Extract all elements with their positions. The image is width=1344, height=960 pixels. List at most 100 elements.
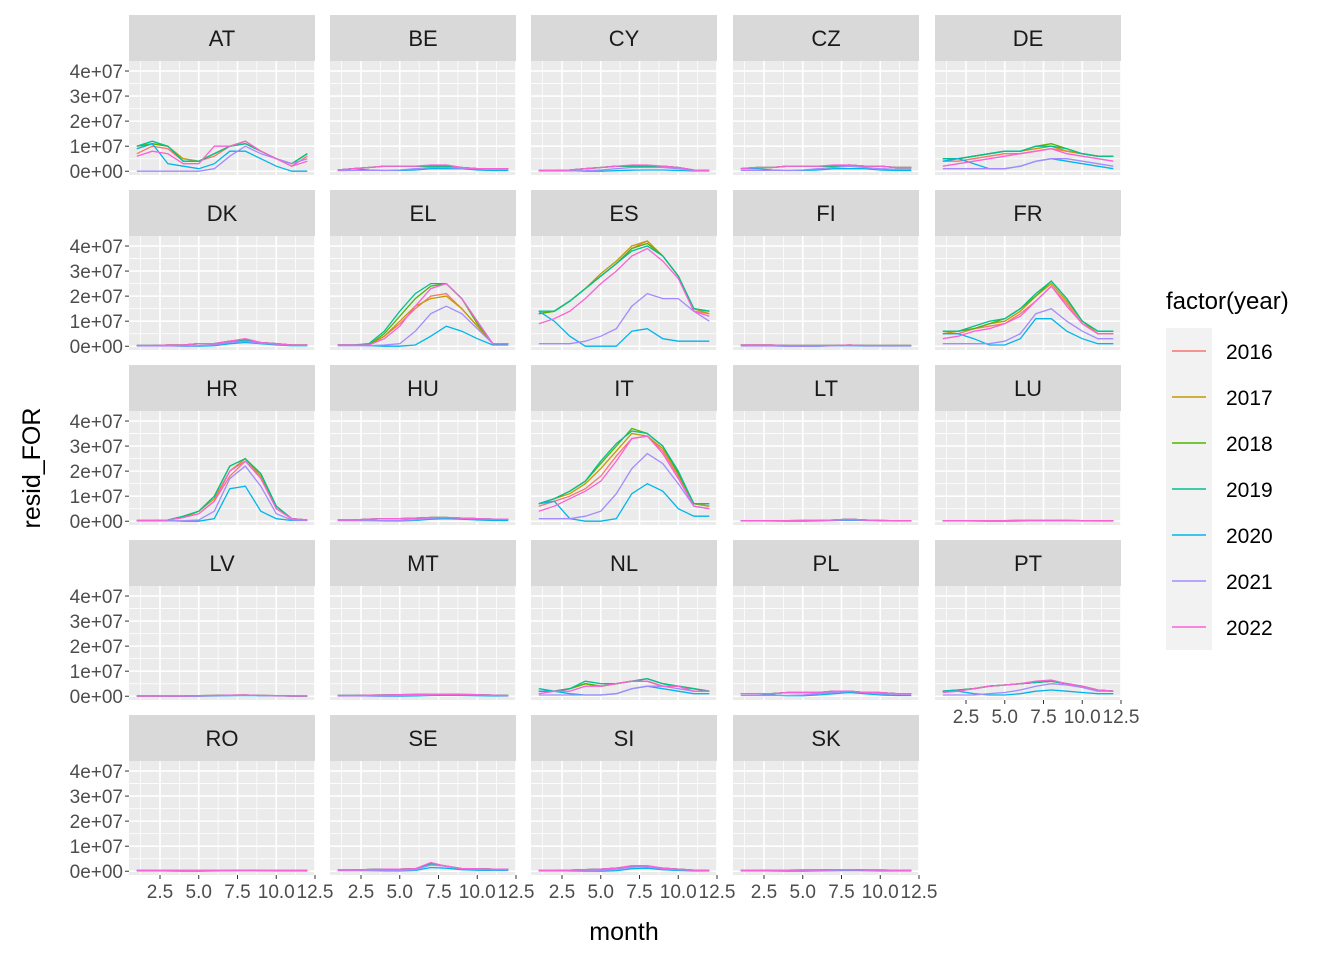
series-line-2022 [538,680,710,695]
facet-label: AT [209,26,235,51]
gridlines [531,586,718,700]
facet-strip [129,715,315,761]
legend-label: 2016 [1226,341,1273,364]
gridlines [733,411,920,525]
facet-label: LV [209,551,235,576]
facet-label: HR [206,376,238,401]
facet-panel-de: DE [935,15,1122,175]
series-line-2022 [942,148,1114,167]
x-tick-label: 7.5 [828,882,854,903]
series-line-2021 [136,465,308,522]
gridlines [330,586,517,700]
series-line-2020 [538,482,710,522]
panel-background [935,236,1121,350]
x-tick-label: 12.5 [901,882,938,903]
facet-label: FR [1013,201,1042,226]
facet-panel-fi: FI [733,190,920,350]
facet-panel-mt: MT [330,540,517,700]
facet-label: HU [407,376,439,401]
facet-panel-lt: LT [733,365,920,525]
gridlines [330,411,517,525]
facet-strip [531,190,717,236]
y-tick-label: 4e+07 [70,237,123,258]
x-tick-label: 5.0 [790,882,816,903]
x-tick-label: 2.5 [147,882,173,903]
panel-background [733,236,919,350]
facet-panel-cz: CZ [733,15,920,175]
gridlines [330,236,517,350]
facet-panel-dk: DK [129,190,316,350]
series-line-2022 [337,164,509,171]
legend-label: 2018 [1226,433,1273,456]
series-line-2022 [337,861,509,871]
series-line-2022 [337,516,509,521]
facet-label: DK [207,201,238,226]
facet-panel-pl: PL [733,540,920,700]
panel-background [330,761,516,875]
x-tick-label: 10.0 [660,882,697,903]
panel-background [733,586,919,700]
series-line-2022 [538,247,710,325]
series-line-2022 [538,865,710,872]
series-line-2022 [740,164,912,170]
facet-strip [330,190,516,236]
y-tick-label: 0e+00 [70,862,123,883]
series-line-2022 [136,694,308,697]
series-line-2016 [538,435,710,507]
y-tick-label: 3e+07 [70,87,123,108]
series-line-2019 [538,245,710,312]
facet-label: IT [614,376,634,401]
x-axis-title: month [589,918,658,946]
series-line-2022 [942,285,1114,340]
series-line-2019 [942,280,1114,332]
facet-label: SK [811,726,841,751]
facet-panel-si: SI [531,715,718,875]
facet-panel-pt: PT [935,540,1122,700]
series-line-2021 [538,452,710,520]
facet-strip [733,190,919,236]
axes: 0e+00 1e+07 2e+07 3e+07 4e+07 0e+00 1e+07 2e+07… [70,62,1140,903]
facet-strip [935,365,1121,411]
x-tick-label: 7.5 [626,882,652,903]
facet-strip [129,365,315,411]
x-tick-label: 2.5 [751,882,777,903]
y-tick-label: 1e+07 [70,312,123,333]
series-line-2020 [740,691,912,697]
panel-background [330,61,516,175]
x-tick-label: 2.5 [348,882,374,903]
y-tick-label: 3e+07 [70,262,123,283]
facet-panel-lv: LV [129,540,316,700]
panel-background [733,761,919,875]
legend-label: 2017 [1226,387,1273,410]
facet-label: PL [813,551,840,576]
y-tick-label: 4e+07 [70,412,123,433]
facet-label: CY [609,26,640,51]
series-line-2021 [942,307,1114,345]
facet-label: FI [816,201,836,226]
series-line-2022 [740,344,912,347]
facet-panel-nl: NL [531,540,718,700]
y-tick-label: 3e+07 [70,787,123,808]
series-line-2020 [942,318,1114,346]
facet-label: NL [610,551,638,576]
y-tick-label: 1e+07 [70,487,123,508]
gridlines [733,236,920,350]
y-tick-label: 1e+07 [70,837,123,858]
facet-panels: AT BE CY CZ DE DK EL ES FI FR HR HU IT LT LU LV MT NL PL PT… [129,15,1122,875]
series-line-2022 [538,164,710,172]
facet-label: SI [614,726,635,751]
facet-strip [330,365,516,411]
y-tick-label: 1e+07 [70,137,123,158]
gridlines [330,61,517,175]
facet-panel-se: SE [330,715,517,875]
series-line-2022 [740,690,912,695]
series-line-2021 [740,690,912,697]
facet-strip [935,15,1121,61]
series-line-2021 [942,683,1114,696]
series-line-2020 [136,142,308,172]
facet-label: LU [1014,376,1042,401]
x-tick-label: 12.5 [297,882,334,903]
panel-background [330,586,516,700]
facet-label: PT [1014,551,1042,576]
